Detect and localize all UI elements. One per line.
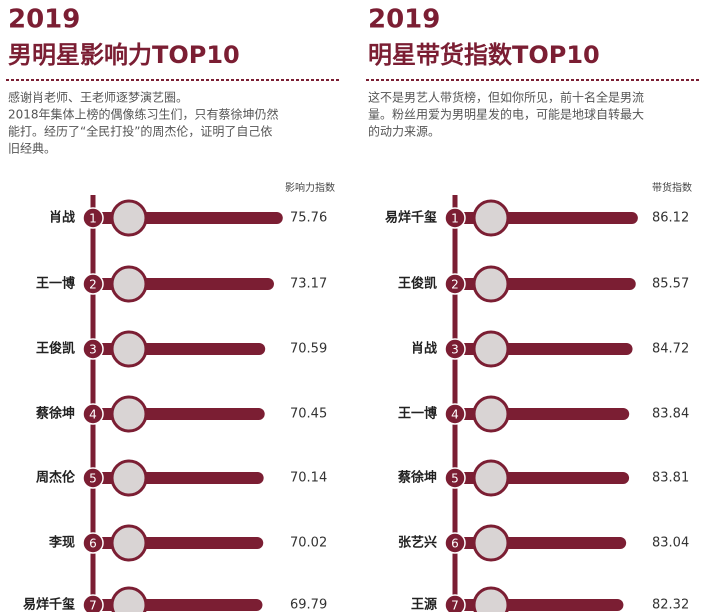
avatar xyxy=(110,395,148,433)
rank-number: 5 xyxy=(451,472,459,486)
avatar xyxy=(110,265,148,303)
category-label: 蔡徐坤 xyxy=(397,470,437,486)
rank-number: 1 xyxy=(89,212,97,226)
rank-number: 6 xyxy=(451,537,459,551)
value-text: 70.14 xyxy=(290,471,327,486)
avatar xyxy=(472,459,510,497)
value-label: 带货指数 xyxy=(652,181,692,194)
value-text: 83.04 xyxy=(652,536,689,551)
avatar xyxy=(110,524,148,562)
rank-badge xyxy=(82,338,104,360)
chart-title: 2019 xyxy=(8,5,80,35)
rank-number: 6 xyxy=(89,537,97,551)
description-line: 这不是男艺人带货榜，但如你所见，前十名全是男流 xyxy=(368,90,644,105)
rank-badge xyxy=(444,403,466,425)
chart-panel: 2019 明星带货指数TOP10 这不是男艺人带货榜，但如你所见，前十名全是男流量。… xyxy=(366,5,700,612)
description-line: 2018年集体上榜的偶像练习生们，只有蔡徐坤仍然 xyxy=(8,107,279,122)
rank-badge xyxy=(82,403,104,425)
avatar xyxy=(472,395,510,433)
description-line: 能打。经历了“全民打投”的周杰伦，证明了自己依 xyxy=(8,124,272,139)
value-text: 84.72 xyxy=(652,342,689,357)
rank-number: 4 xyxy=(89,408,97,422)
avatar xyxy=(110,330,148,368)
rank-number: 1 xyxy=(451,212,459,226)
avatar xyxy=(472,586,510,612)
category-label: 王一博 xyxy=(36,276,75,292)
value-text: 83.84 xyxy=(652,407,689,422)
category-label: 王俊凯 xyxy=(36,341,75,357)
chart-panel: 2019 男明星影响力TOP10 感谢肖老师、王老师逐梦演艺圈。 2018年集体上榜的… xyxy=(6,5,340,612)
description-line: 旧经典。 xyxy=(8,142,56,156)
rank-badge xyxy=(444,207,466,229)
rank-number: 5 xyxy=(89,472,97,486)
description-line: 的动力来源。 xyxy=(368,124,440,139)
description-line: 感谢肖老师、王老师逐梦演艺圈。 xyxy=(8,90,188,105)
rank-badge xyxy=(82,594,104,612)
value-text: 73.17 xyxy=(290,277,327,292)
category-label: 王一博 xyxy=(398,406,437,422)
category-label: 王俊凯 xyxy=(398,276,437,292)
category-label: 王源 xyxy=(411,597,437,612)
category-label: 肖战 xyxy=(49,210,75,226)
category-label: 易烊千玺 xyxy=(385,210,437,226)
chart-title: 2019 xyxy=(368,5,440,35)
rank-number: 2 xyxy=(89,278,97,292)
rank-badge xyxy=(444,532,466,554)
avatar xyxy=(110,586,148,612)
chart-subtitle: 明星带货指数TOP10 xyxy=(368,41,600,69)
category-label: 蔡徐坤 xyxy=(35,406,75,422)
value-text: 86.12 xyxy=(652,211,689,226)
rank-number: 4 xyxy=(451,408,459,422)
description-line: 量。粉丝用爱为男明星发的电，可能是地球自转最大 xyxy=(368,107,644,122)
value-text: 69.79 xyxy=(290,598,327,612)
value-text: 70.59 xyxy=(290,342,327,357)
value-text: 85.57 xyxy=(652,277,689,292)
avatar xyxy=(472,199,510,237)
value-text: 83.81 xyxy=(652,471,689,486)
avatar xyxy=(472,330,510,368)
rank-badge xyxy=(82,207,104,229)
rank-number: 3 xyxy=(89,343,97,357)
value-text: 82.32 xyxy=(652,598,689,612)
value-text: 70.02 xyxy=(290,536,327,551)
rank-number: 3 xyxy=(451,343,459,357)
rank-number: 2 xyxy=(451,278,459,292)
rank-badge xyxy=(444,273,466,295)
rank-badge xyxy=(444,467,466,489)
rank-number: 7 xyxy=(451,599,459,612)
avatar xyxy=(472,265,510,303)
value-text: 75.76 xyxy=(290,211,327,226)
category-label: 肖战 xyxy=(411,341,437,357)
rank-number: 7 xyxy=(89,599,97,612)
avatar xyxy=(110,199,148,237)
category-label: 周杰伦 xyxy=(36,470,76,486)
category-label: 易烊千玺 xyxy=(23,597,75,612)
chart-subtitle: 男明星影响力TOP10 xyxy=(8,41,240,69)
rank-badge xyxy=(444,338,466,360)
rank-badge xyxy=(444,594,466,612)
value-text: 70.45 xyxy=(290,407,327,422)
avatar xyxy=(472,524,510,562)
rank-badge xyxy=(82,273,104,295)
value-label: 影响力指数 xyxy=(285,181,335,194)
rank-badge xyxy=(82,532,104,554)
rank-badge xyxy=(82,467,104,489)
avatar xyxy=(110,459,148,497)
category-label: 张艺兴 xyxy=(398,535,437,551)
category-label: 李现 xyxy=(48,535,75,551)
